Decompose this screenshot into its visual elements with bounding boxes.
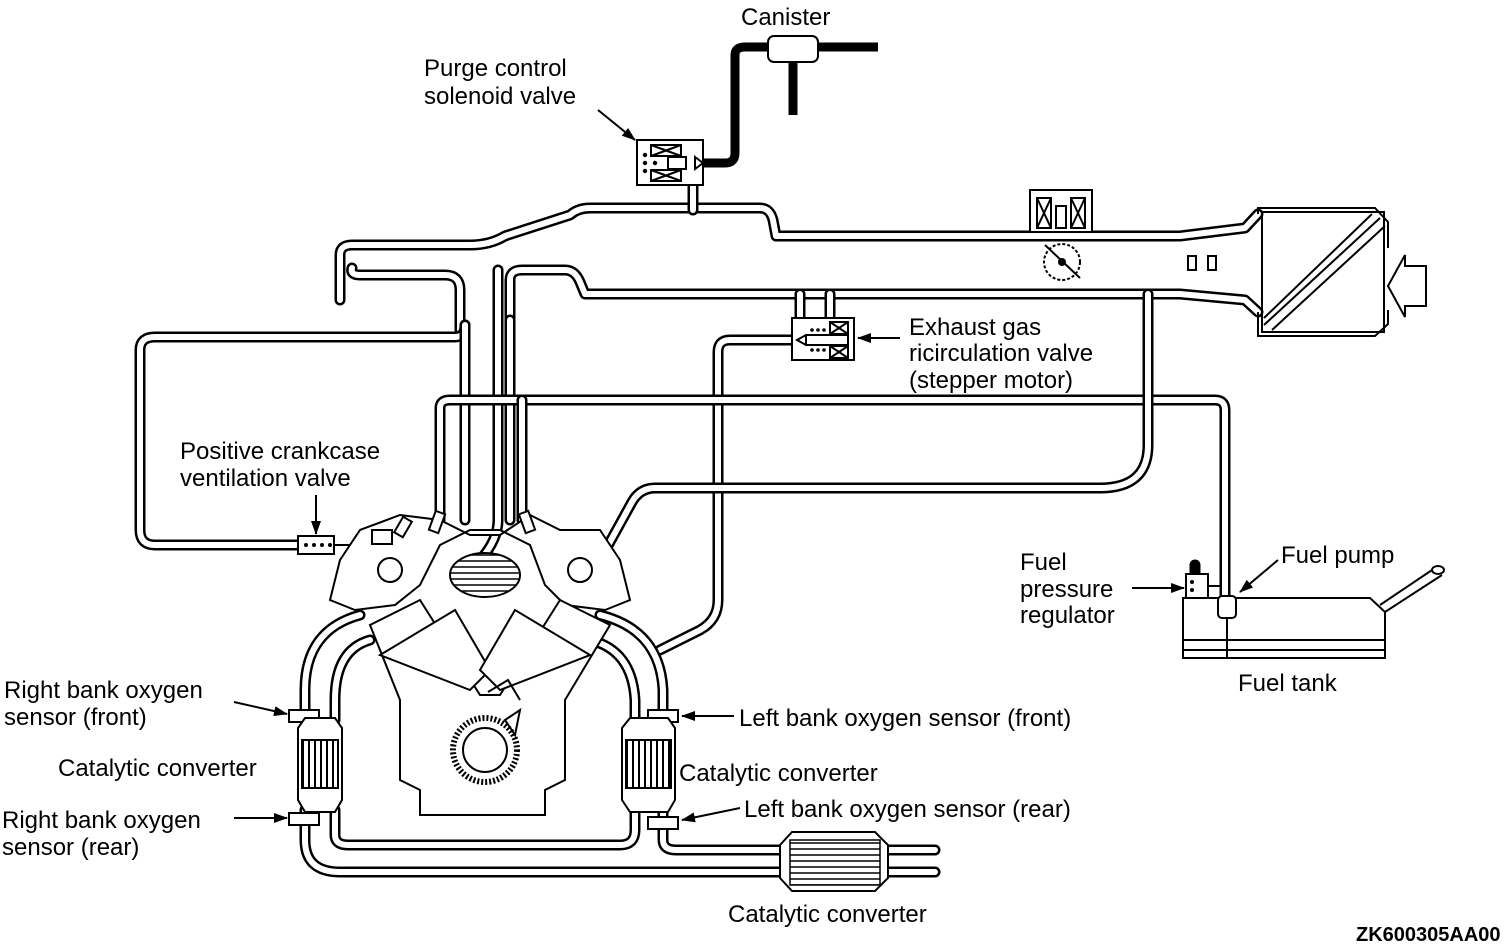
label-rbo-rear-line2: sensor (rear) (2, 834, 139, 861)
label-fuel-pump: Fuel pump (1281, 542, 1394, 569)
label-rbo-front-line2: sensor (front) (4, 704, 147, 731)
fuel-tank-icon (1182, 565, 1445, 659)
label-fuel-tank: Fuel tank (1238, 670, 1338, 697)
canister-hose (703, 42, 878, 168)
canister-icon (767, 35, 819, 63)
label-lbo-front: Left bank oxygen sensor (front) (739, 705, 1071, 732)
label-egr-line3: (stepper motor) (909, 367, 1073, 394)
air-cleaner-icon (1257, 207, 1427, 337)
label-cat-main: Catalytic converter (728, 901, 927, 928)
throttle-body-icon (1029, 189, 1217, 281)
egr-valve-icon (791, 317, 855, 361)
catalytic-converter-icons (297, 717, 889, 892)
label-rbo-rear-line1: Right bank oxygen (2, 807, 201, 834)
label-purge-valve-line2: solenoid valve (424, 83, 576, 110)
label-cat-right: Catalytic converter (58, 755, 257, 782)
leader-lines (233, 109, 1279, 823)
purge-control-solenoid-valve-icon (636, 139, 705, 186)
label-canister: Canister (741, 4, 830, 31)
label-pcv-line1: Positive crankcase (180, 438, 380, 465)
label-fpr-line3: regulator (1020, 602, 1115, 629)
label-rbo-front-line1: Right bank oxygen (4, 677, 203, 704)
label-egr-line2: ricirculation valve (909, 340, 1093, 367)
pcv-valve-icon (297, 535, 360, 555)
label-cat-left: Catalytic converter (679, 760, 878, 787)
label-purge-valve-line1: Purge control (424, 55, 567, 82)
label-fpr-line1: Fuel (1020, 549, 1067, 576)
v6-engine-icon (328, 509, 632, 816)
label-lbo-rear: Left bank oxygen sensor (rear) (744, 796, 1071, 823)
label-fpr-line2: pressure (1020, 576, 1113, 603)
label-egr-line1: Exhaust gas (909, 314, 1041, 341)
figure-code: ZK600305AA00 (1356, 924, 1501, 946)
label-pcv-line2: ventilation valve (180, 465, 351, 492)
